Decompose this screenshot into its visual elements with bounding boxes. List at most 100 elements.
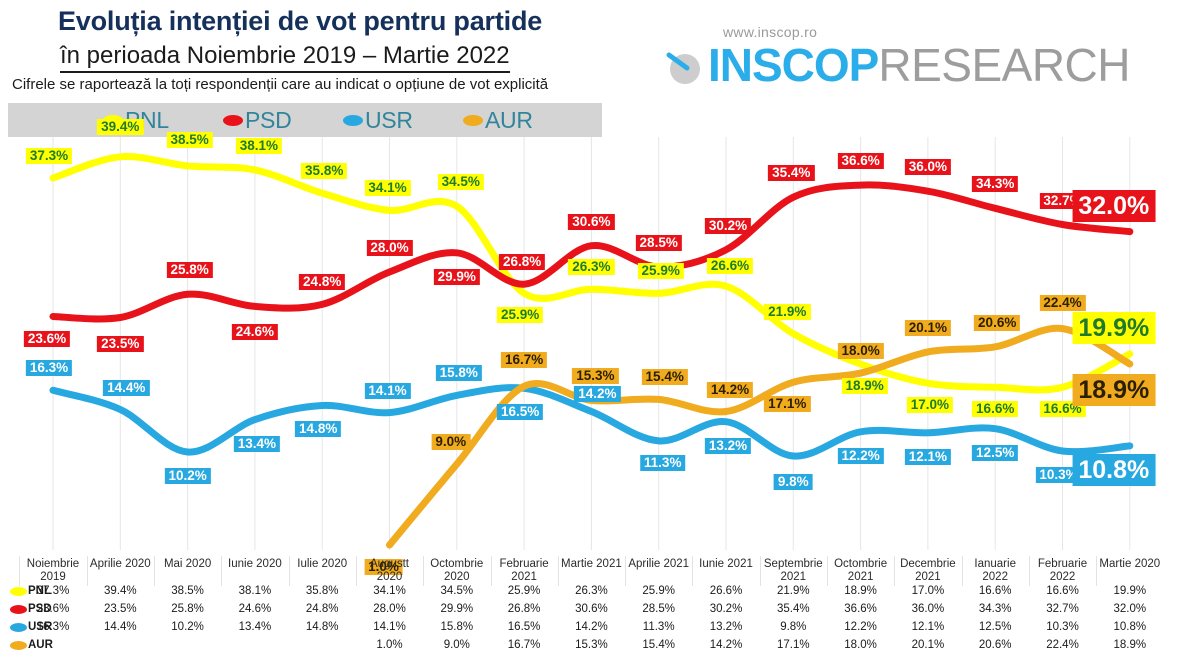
data-point-pnl[interactable] <box>319 189 326 197</box>
data-point-psd[interactable] <box>184 291 191 298</box>
legend-item-aur[interactable]: AUR <box>463 107 533 134</box>
table-separator <box>894 556 896 586</box>
data-label-pnl: 21.9% <box>764 303 811 320</box>
data-point-pnl[interactable] <box>49 174 57 182</box>
data-point-pnl[interactable] <box>520 290 528 297</box>
data-label-usr: 14.8% <box>295 421 342 438</box>
data-point-aur[interactable] <box>453 460 460 468</box>
data-point-usr[interactable] <box>1126 442 1134 450</box>
data-point-psd[interactable] <box>386 268 393 276</box>
data-point-pnl[interactable] <box>790 330 797 337</box>
data-point-usr[interactable] <box>722 418 730 425</box>
data-point-pnl[interactable] <box>992 384 999 391</box>
data-label-psd: 35.4% <box>768 165 815 182</box>
data-point-usr[interactable] <box>117 406 124 413</box>
data-point-pnl[interactable] <box>184 162 191 170</box>
data-point-psd[interactable] <box>924 187 932 195</box>
table-cell: 35.8% <box>305 585 339 597</box>
table-cell: 12.2% <box>844 621 877 633</box>
data-label-aur: 18.0% <box>837 343 884 360</box>
data-label-usr: 14.1% <box>364 382 411 399</box>
table-separator <box>288 556 290 586</box>
data-label-pnl: 26.6% <box>706 258 754 275</box>
page-subtitle: în perioada Noiembrie 2019 – Martie 2022 <box>60 42 510 73</box>
table-cell: 36.0% <box>911 603 945 615</box>
data-point-psd[interactable] <box>1059 221 1066 228</box>
data-point-pnl[interactable] <box>251 166 259 174</box>
data-point-aur[interactable] <box>1059 325 1066 332</box>
data-point-psd[interactable] <box>1126 228 1134 235</box>
data-point-psd[interactable] <box>588 242 595 249</box>
data-point-aur[interactable] <box>722 408 730 415</box>
table-cell: 25.9% <box>642 585 675 597</box>
table-cell: 20.1% <box>911 639 945 651</box>
data-label-usr: 10.2% <box>164 467 211 484</box>
data-point-aur[interactable] <box>857 369 864 377</box>
data-point-aur[interactable] <box>924 348 932 356</box>
data-point-pnl[interactable] <box>1059 384 1066 391</box>
data-point-psd[interactable] <box>790 194 797 201</box>
data-point-pnl[interactable] <box>722 282 730 290</box>
data-point-psd[interactable] <box>992 205 999 212</box>
data-point-psd[interactable] <box>117 314 124 321</box>
data-point-aur[interactable] <box>790 379 797 386</box>
data-label-usr: 9.8% <box>773 474 813 491</box>
data-point-psd[interactable] <box>453 249 460 257</box>
table-cell: 28.5% <box>642 603 675 615</box>
data-point-usr[interactable] <box>1059 447 1066 455</box>
data-point-usr[interactable] <box>655 437 662 445</box>
data-point-aur[interactable] <box>520 383 528 390</box>
data-label-pnl: 18.9% <box>841 378 888 395</box>
data-point-pnl[interactable] <box>386 207 393 214</box>
table-cell: 32.0% <box>1113 603 1147 615</box>
data-point-psd[interactable] <box>857 181 864 189</box>
data-point-usr[interactable] <box>588 408 595 415</box>
data-point-usr[interactable] <box>251 416 259 423</box>
data-point-usr[interactable] <box>857 428 864 435</box>
data-point-aur[interactable] <box>992 343 999 351</box>
data-label-psd: 23.6% <box>23 330 71 347</box>
data-point-usr[interactable] <box>386 409 393 416</box>
data-point-usr[interactable] <box>992 425 999 432</box>
data-point-pnl[interactable] <box>857 360 864 368</box>
data-point-psd[interactable] <box>319 301 326 308</box>
legend-item-psd[interactable]: PSD <box>223 107 292 134</box>
data-label-pnl: 37.3% <box>25 148 73 164</box>
table-separator <box>759 556 761 586</box>
data-point-pnl[interactable] <box>924 380 932 387</box>
data-point-usr[interactable] <box>319 402 326 409</box>
table-column-header: Mai 2020 <box>163 558 212 570</box>
table-cell: 14.2% <box>709 639 743 651</box>
table-cell: 32.7% <box>1046 603 1079 615</box>
data-point-usr[interactable] <box>924 429 932 436</box>
data-point-pnl[interactable] <box>117 153 124 160</box>
data-label-usr: 10.3% <box>1035 466 1082 483</box>
data-point-aur[interactable] <box>386 541 393 549</box>
data-point-usr[interactable] <box>453 392 460 399</box>
data-point-psd[interactable] <box>520 280 528 288</box>
data-point-pnl[interactable] <box>1126 350 1134 358</box>
table-cell: 30.2% <box>709 603 743 615</box>
data-point-pnl[interactable] <box>453 203 460 210</box>
legend-item-usr[interactable]: USR <box>343 107 413 134</box>
table-cell: 10.8% <box>1113 621 1147 633</box>
data-point-psd[interactable] <box>251 303 259 310</box>
data-point-psd[interactable] <box>722 246 730 253</box>
table-row-label-text: USR <box>28 621 53 633</box>
data-point-pnl[interactable] <box>655 290 662 297</box>
data-point-usr[interactable] <box>184 448 191 456</box>
data-point-usr[interactable] <box>790 452 797 460</box>
data-point-psd[interactable] <box>49 313 57 320</box>
data-point-usr[interactable] <box>49 387 57 394</box>
data-point-pnl[interactable] <box>588 286 595 293</box>
table-column-header: Decembrie 2021 <box>900 558 956 583</box>
data-point-aur[interactable] <box>655 396 662 403</box>
table-cell: 26.6% <box>709 585 743 597</box>
data-label-usr: 10.8% <box>1072 453 1156 486</box>
table-cell: 19.9% <box>1113 585 1147 597</box>
data-label-aur: 1.0% <box>364 559 403 575</box>
table-row-label-text: PSD <box>28 603 52 615</box>
data-label-usr: 12.5% <box>972 444 1019 461</box>
table-cell: 25.8% <box>171 603 204 615</box>
data-point-aur[interactable] <box>1126 360 1134 368</box>
